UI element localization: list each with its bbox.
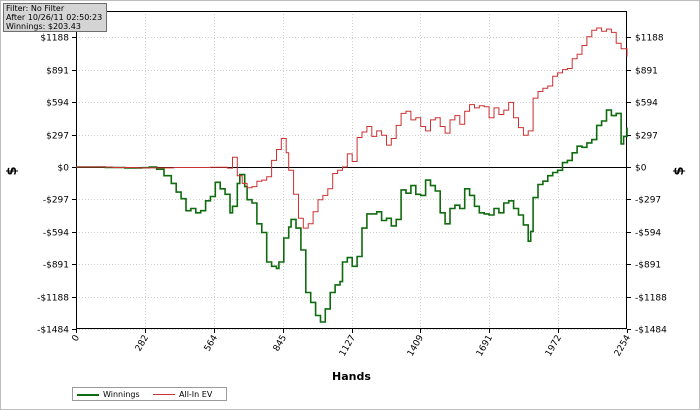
x-tick-label: 1972 xyxy=(544,334,564,359)
y-tick-label-left: $297 xyxy=(46,132,69,142)
x-tick-label: 282 xyxy=(134,334,151,354)
y-tick-label-left: -$297 xyxy=(43,196,69,206)
y-tick-label-right: $1188 xyxy=(635,34,664,44)
grid-lines xyxy=(76,11,627,330)
x-tick-label: 1409 xyxy=(406,333,426,358)
y-tick-label-left: $1188 xyxy=(40,34,69,44)
y-tick-label-left: -$1188 xyxy=(37,294,69,304)
series-line-0 xyxy=(76,109,628,323)
y-tick-label-right: -$297 xyxy=(635,196,661,206)
y-tick-label-left: $0 xyxy=(58,164,70,174)
y-tick-label-left: -$594 xyxy=(43,229,69,239)
filter-info-box: Filter: No Filter After 10/26/11 02:50:2… xyxy=(3,3,107,32)
legend-item-winnings: Winnings xyxy=(77,389,140,400)
legend: Winnings All-In EV xyxy=(72,387,227,401)
plot-area xyxy=(76,11,627,329)
legend-item-allin-ev: All-In EV xyxy=(153,389,212,400)
y-tick-label-right: $0 xyxy=(635,164,647,174)
after-date-text: After 10/26/11 02:50:23 xyxy=(6,13,103,22)
y-tick-label-left: -$891 xyxy=(43,261,69,271)
x-tick-label: 845 xyxy=(272,334,289,354)
x-tick-label: 0 xyxy=(71,333,83,343)
legend-label-allin-ev: All-In EV xyxy=(179,390,213,399)
y-axis-title-left: $ xyxy=(5,166,20,175)
legend-swatch-winnings xyxy=(77,393,99,396)
y-axis-title-right: $ xyxy=(672,166,687,175)
y-tick-label-right: -$1484 xyxy=(635,326,667,336)
x-tick-label: 1127 xyxy=(338,334,358,359)
winnings-total-text: Winnings: $203.43 xyxy=(6,22,81,31)
y-tick-label-right: -$891 xyxy=(635,261,661,271)
x-tick-label: 564 xyxy=(203,333,220,353)
x-tick-label: 2254 xyxy=(613,333,633,358)
y-tick-label-right: $594 xyxy=(635,99,658,109)
legend-label-winnings: Winnings xyxy=(103,390,140,399)
legend-swatch-allin-ev xyxy=(153,394,175,395)
y-tick-label-left: $891 xyxy=(46,67,69,77)
y-tick-label-right: -$1188 xyxy=(635,294,667,304)
y-tick-label-right: $297 xyxy=(635,132,658,142)
y-tick-label-right: -$594 xyxy=(635,229,661,239)
series-line-1 xyxy=(76,27,628,229)
axes-frame xyxy=(76,11,627,329)
y-tick-label-right: $891 xyxy=(635,67,658,77)
series-lines xyxy=(76,27,628,323)
x-axis-title: Hands xyxy=(332,370,371,383)
y-tick-label-left: -$1484 xyxy=(37,326,69,336)
y-tick-label-left: $594 xyxy=(46,99,69,109)
filter-text: Filter: No Filter xyxy=(6,4,65,13)
x-tick-label: 1691 xyxy=(475,334,495,359)
